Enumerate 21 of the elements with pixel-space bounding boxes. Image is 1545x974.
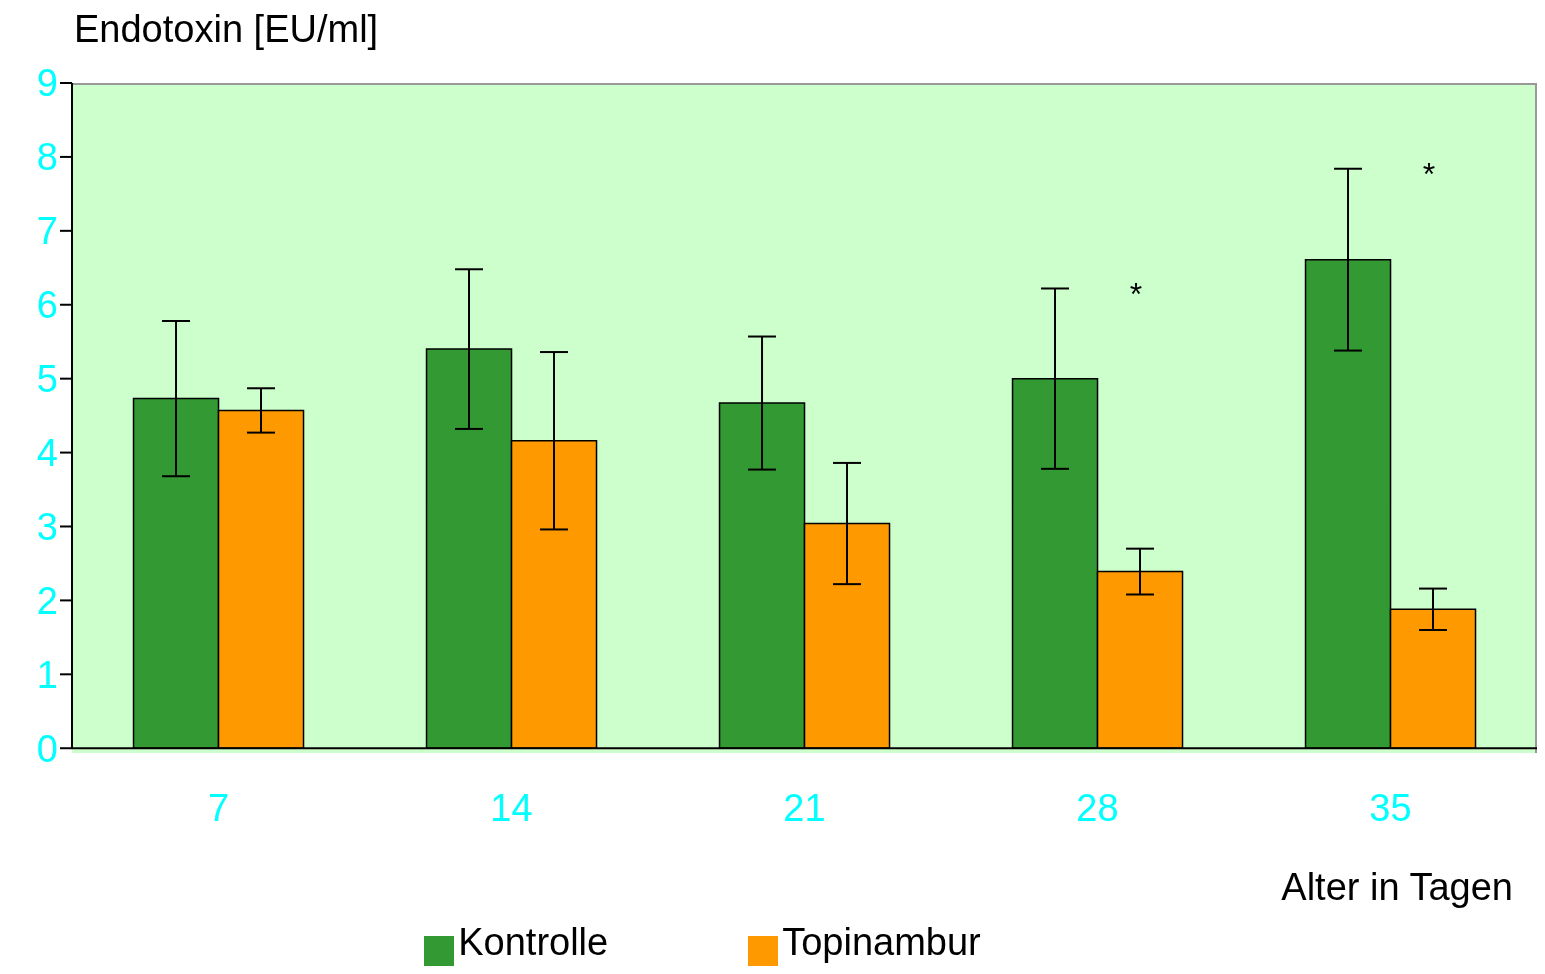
x-axis-title: Alter in Tagen xyxy=(1281,866,1513,909)
y-tick-label: 5 xyxy=(36,358,58,401)
x-tick-label: 35 xyxy=(1369,787,1412,830)
x-tick-label: 28 xyxy=(1076,787,1119,830)
y-tick-label: 9 xyxy=(36,62,58,105)
y-tick-label: 8 xyxy=(36,136,58,179)
y-tick-label: 3 xyxy=(36,505,58,548)
y-tick-label: 4 xyxy=(36,432,58,475)
legend-label: Kontrolle xyxy=(458,921,609,964)
x-tick-label: 21 xyxy=(783,787,826,830)
annotation: * xyxy=(1422,156,1436,193)
y-tick-label: 0 xyxy=(36,727,58,770)
x-tick-label: 14 xyxy=(490,787,533,830)
x-tick-label: 7 xyxy=(207,787,230,830)
y-tick-label: 1 xyxy=(36,653,58,696)
y-axis-title: Endotoxin [EU/ml] xyxy=(74,8,379,51)
annotation: * xyxy=(1129,275,1143,312)
legend-label: Topinambur xyxy=(782,921,981,964)
y-tick-label: 2 xyxy=(36,579,58,622)
y-tick-label: 7 xyxy=(36,210,58,253)
y-tick-label: 6 xyxy=(36,284,58,327)
